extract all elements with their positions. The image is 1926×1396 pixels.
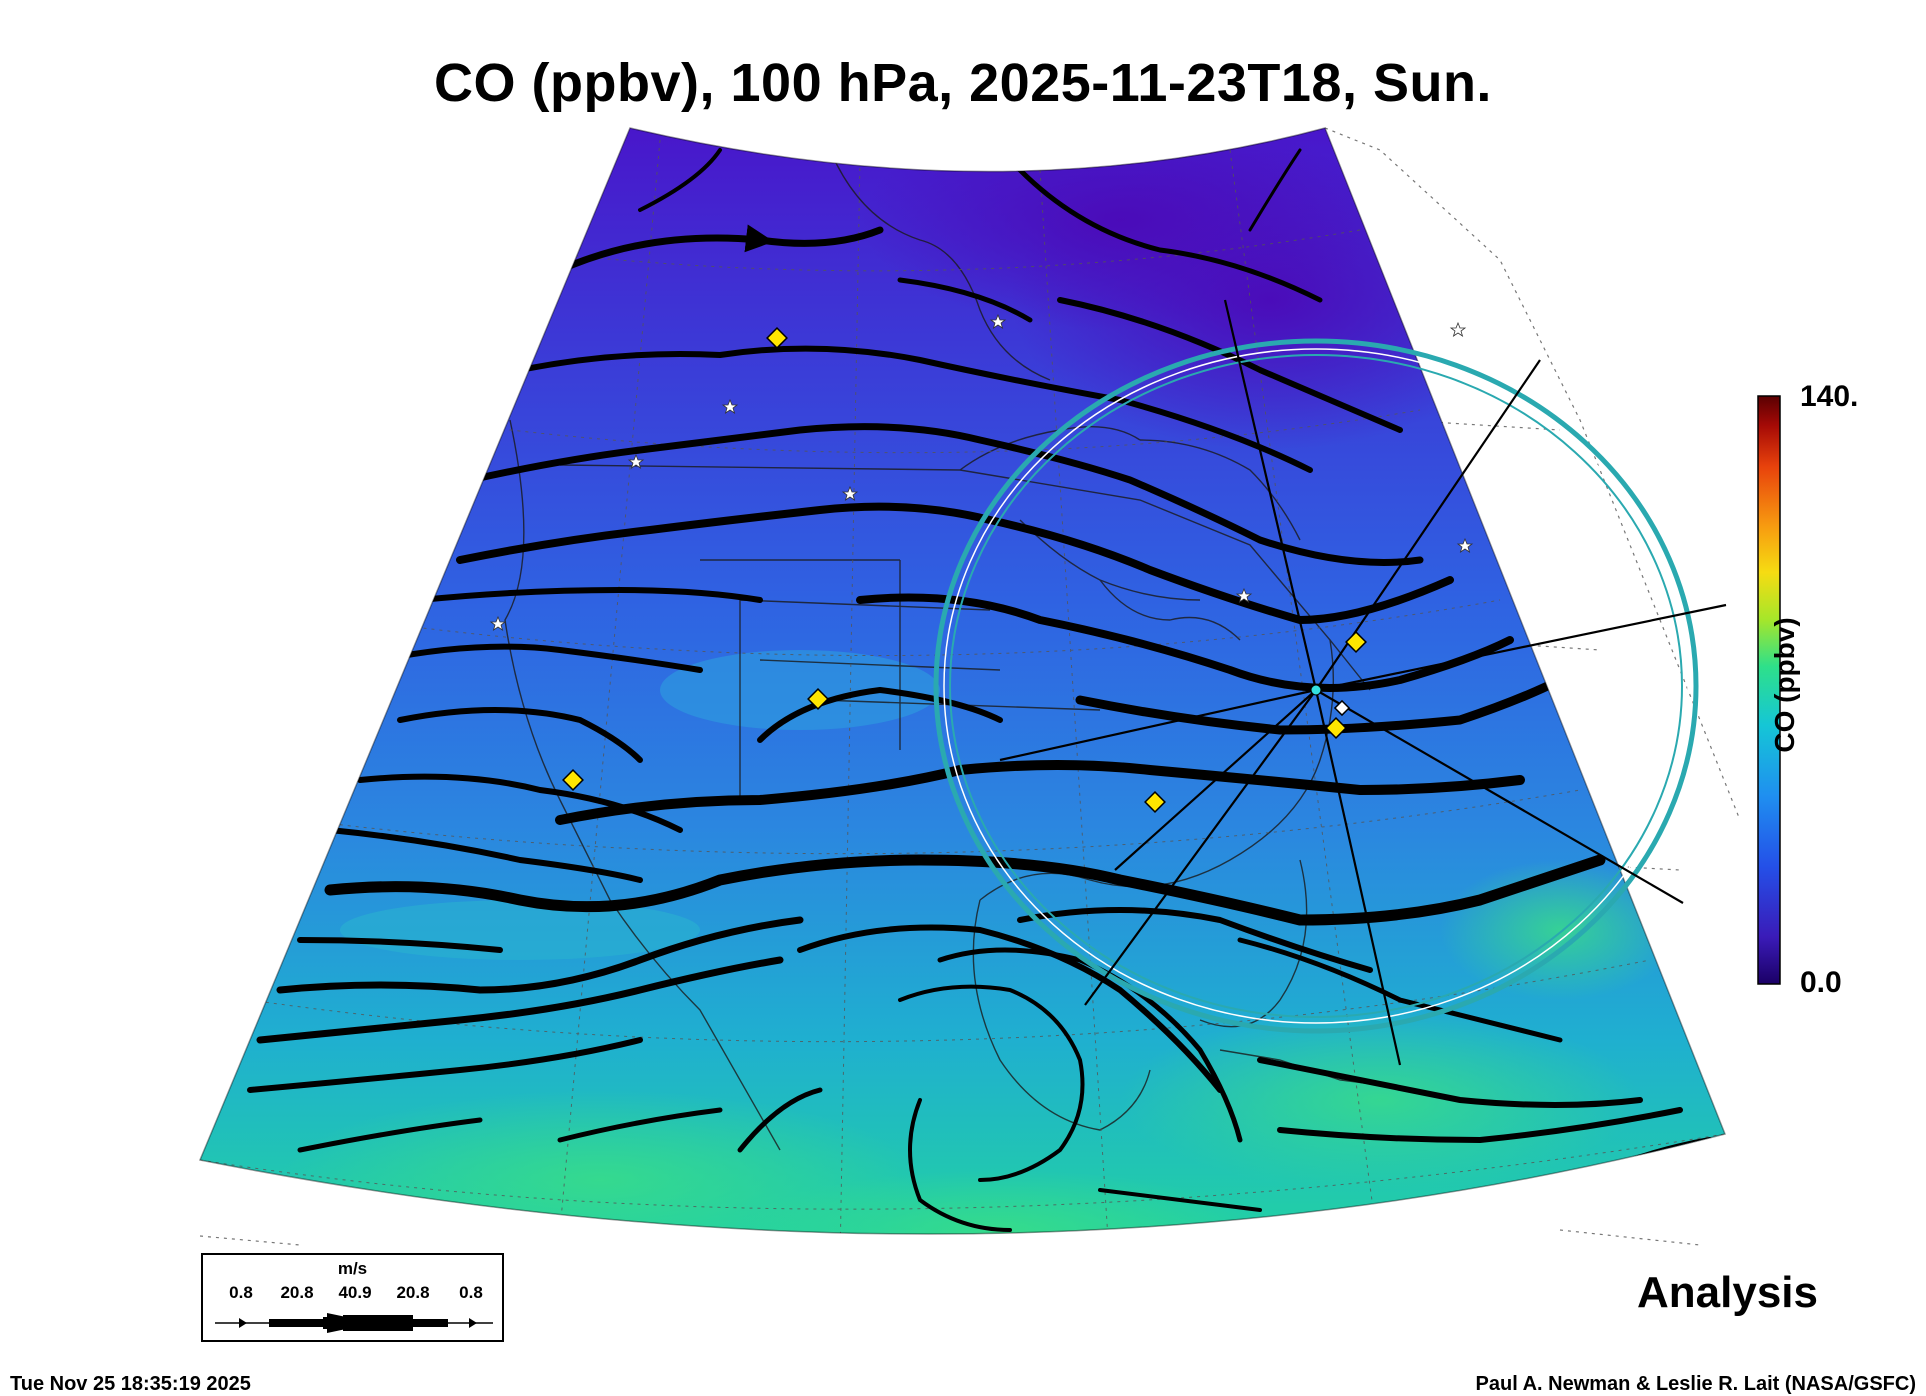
- wind-key-tick: 40.9: [338, 1283, 372, 1302]
- station-center-marker: [1310, 684, 1322, 696]
- run-timestamp: Tue Nov 25 18:35:19 2025: [10, 1373, 251, 1395]
- star-marker: [1456, 537, 1474, 553]
- range-ring: [933, 338, 1699, 1034]
- wind-key-arrow: [215, 1313, 493, 1333]
- colorbar: [1757, 395, 1781, 985]
- co-field: [200, 128, 1725, 1234]
- star-marker: [1235, 587, 1253, 603]
- wind-key-tick: 20.8: [280, 1283, 314, 1302]
- star-marker: [1449, 321, 1467, 337]
- diamond-marker: [1144, 791, 1166, 813]
- sight-lines: [999, 299, 1727, 1066]
- star-marker: [627, 453, 645, 469]
- graticule: [200, 139, 1725, 1234]
- wind-speed-key: m/s 0.8 20.8 40.9 20.8 0.8: [201, 1253, 504, 1342]
- wind-key-tick: 20.8: [396, 1283, 430, 1302]
- colorbar-min-label: 0.0: [1800, 966, 1842, 999]
- page-title: CO (ppbv), 100 hPa, 2025-11-23T18, Sun.: [434, 53, 1492, 113]
- credit-line: Paul A. Newman & Leslie R. Lait (NASA/GS…: [1475, 1373, 1916, 1395]
- streamlines: [247, 148, 1713, 1232]
- diamond-marker: [562, 769, 584, 791]
- diamond-marker: [766, 327, 788, 349]
- projection-outline: [198, 127, 1727, 1235]
- star-marker: [841, 485, 859, 501]
- star-marker: [989, 313, 1007, 329]
- diamond-marker: [1333, 699, 1351, 717]
- wind-key-tick: 0.8: [459, 1283, 483, 1302]
- colorbar-max-label: 140.: [1800, 380, 1859, 413]
- diamond-marker: [1345, 631, 1367, 653]
- colorbar-title: CO (ppbv): [1769, 617, 1800, 753]
- diamond-markers: [562, 327, 1367, 813]
- star-markers: [489, 313, 1474, 631]
- wind-key-unit: m/s: [337, 1259, 368, 1278]
- wind-key-tick: 0.8: [229, 1283, 253, 1302]
- diamond-marker: [807, 688, 829, 710]
- product-label: Analysis: [1637, 1268, 1818, 1317]
- diamond-marker: [1325, 717, 1347, 739]
- star-marker: [489, 615, 507, 631]
- star-marker: [721, 398, 739, 414]
